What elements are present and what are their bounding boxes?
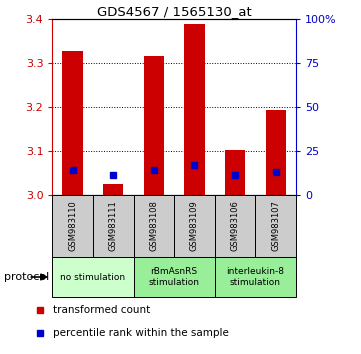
- Text: GSM983110: GSM983110: [68, 200, 77, 251]
- Bar: [184, 24, 205, 195]
- Text: interleukin-8
stimulation: interleukin-8 stimulation: [226, 267, 284, 287]
- Text: no stimulation: no stimulation: [60, 273, 126, 281]
- FancyBboxPatch shape: [256, 195, 296, 257]
- Text: GSM983111: GSM983111: [109, 200, 118, 251]
- Text: protocol: protocol: [4, 272, 49, 282]
- Text: transformed count: transformed count: [53, 305, 150, 315]
- FancyBboxPatch shape: [215, 195, 256, 257]
- FancyBboxPatch shape: [52, 257, 134, 297]
- Text: GSM983107: GSM983107: [271, 200, 280, 251]
- FancyBboxPatch shape: [52, 195, 93, 257]
- FancyBboxPatch shape: [174, 195, 215, 257]
- FancyBboxPatch shape: [215, 257, 296, 297]
- FancyBboxPatch shape: [134, 195, 174, 257]
- FancyBboxPatch shape: [134, 257, 215, 297]
- Text: rBmAsnRS
stimulation: rBmAsnRS stimulation: [149, 267, 200, 287]
- FancyBboxPatch shape: [93, 195, 134, 257]
- Text: GSM983109: GSM983109: [190, 200, 199, 251]
- Text: GSM983106: GSM983106: [231, 200, 240, 251]
- Text: GSM983108: GSM983108: [149, 200, 158, 251]
- Bar: [103, 184, 123, 195]
- Text: percentile rank within the sample: percentile rank within the sample: [53, 328, 229, 338]
- Bar: [144, 56, 164, 195]
- Bar: [62, 51, 83, 195]
- Title: GDS4567 / 1565130_at: GDS4567 / 1565130_at: [97, 5, 252, 18]
- Bar: [225, 150, 245, 195]
- Bar: [266, 110, 286, 195]
